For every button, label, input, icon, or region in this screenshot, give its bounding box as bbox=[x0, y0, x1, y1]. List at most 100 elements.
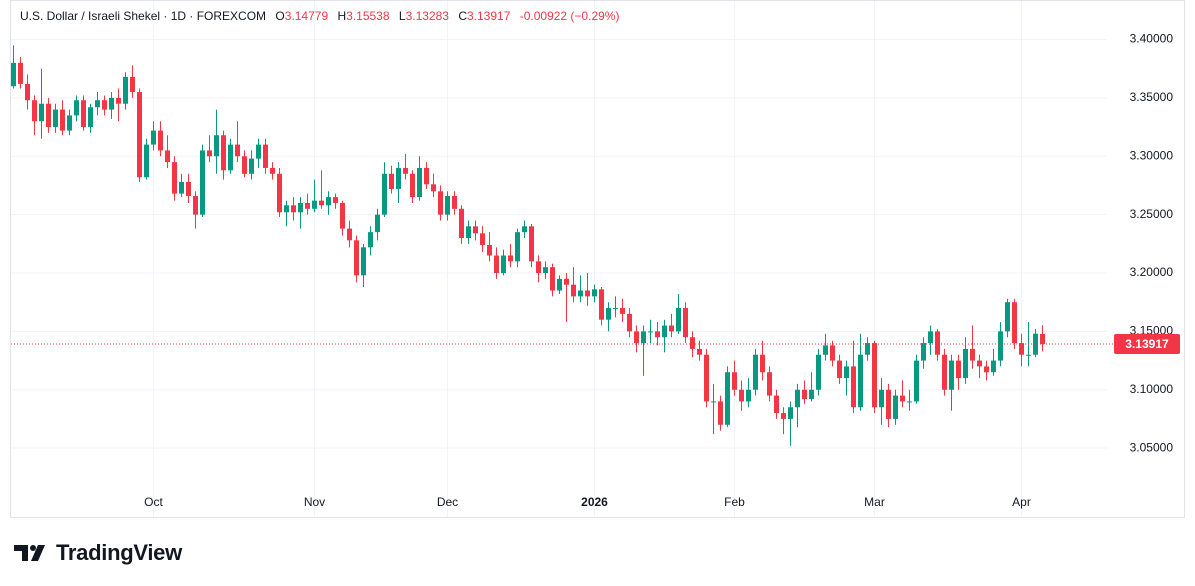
candle-body bbox=[431, 184, 436, 192]
candle-body bbox=[949, 360, 954, 390]
candle-body bbox=[263, 144, 268, 168]
candle-body bbox=[1033, 333, 1038, 355]
candle-body bbox=[179, 181, 184, 194]
candle-body bbox=[753, 354, 758, 390]
candle-body bbox=[396, 167, 401, 189]
candle-body bbox=[634, 331, 639, 344]
candle-body bbox=[543, 267, 548, 274]
candle-body bbox=[151, 130, 156, 145]
candle-body bbox=[214, 135, 219, 157]
candle-body bbox=[186, 181, 191, 196]
candle-body bbox=[732, 372, 737, 390]
x-tick-label: Nov bbox=[304, 495, 325, 509]
candle-body bbox=[627, 313, 632, 332]
candle-body bbox=[536, 261, 541, 274]
candle-body bbox=[67, 115, 72, 131]
candle-body bbox=[256, 144, 261, 159]
candle-body bbox=[1012, 302, 1017, 344]
change-value: -0.00922 (−0.29%) bbox=[519, 9, 620, 23]
candle-body bbox=[487, 244, 492, 256]
candle-body bbox=[473, 226, 478, 234]
candle-body bbox=[375, 214, 380, 233]
candle-body bbox=[88, 107, 93, 128]
candle-body bbox=[704, 354, 709, 402]
close-label: C bbox=[458, 9, 467, 23]
x-tick-label: Apr bbox=[1012, 495, 1031, 509]
candle-body bbox=[165, 150, 170, 163]
candle-body bbox=[893, 395, 898, 419]
candle-body bbox=[746, 389, 751, 402]
candle-body bbox=[354, 240, 359, 276]
candle-body bbox=[284, 205, 289, 213]
candle-body bbox=[417, 167, 422, 198]
candle-body bbox=[620, 308, 625, 314]
candle-body bbox=[1019, 343, 1024, 355]
candle-body bbox=[592, 289, 597, 297]
candle-body bbox=[872, 343, 877, 408]
candle-body bbox=[648, 331, 653, 333]
legend-header: U.S. Dollar / Israeli Shekel · 1D · FORE… bbox=[20, 9, 619, 23]
logo-text: TradingView bbox=[56, 540, 182, 565]
candle-body bbox=[725, 372, 730, 425]
candle-body bbox=[914, 360, 919, 402]
candle-body bbox=[508, 255, 513, 262]
candle-body bbox=[606, 308, 611, 320]
candle-body bbox=[333, 197, 338, 203]
candle-body bbox=[109, 97, 114, 110]
candle-body bbox=[788, 407, 793, 419]
candle-body bbox=[298, 202, 303, 213]
candle-body bbox=[760, 354, 765, 373]
logo: TradingView bbox=[14, 540, 182, 566]
candle-body bbox=[347, 228, 352, 241]
candle-body bbox=[802, 389, 807, 400]
candle-body bbox=[907, 401, 912, 403]
candle-body bbox=[25, 83, 30, 101]
candle-body bbox=[403, 167, 408, 174]
price-label-box bbox=[1114, 334, 1180, 355]
candle-body bbox=[921, 343, 926, 361]
candle-body bbox=[452, 195, 457, 209]
candle-body bbox=[515, 232, 520, 262]
candle-body bbox=[270, 167, 275, 174]
candle-body bbox=[879, 389, 884, 408]
low-label: L bbox=[398, 9, 406, 23]
candle-body bbox=[207, 150, 212, 157]
high-label: H bbox=[337, 9, 347, 23]
candle-body bbox=[851, 366, 856, 408]
candle-body bbox=[382, 173, 387, 215]
candle-body bbox=[221, 135, 226, 171]
x-tick-label: Oct bbox=[144, 495, 163, 509]
candle-body bbox=[53, 109, 58, 128]
candle-body bbox=[963, 348, 968, 379]
candle-body bbox=[501, 255, 506, 274]
candle-body bbox=[942, 354, 947, 390]
candle-body bbox=[739, 389, 744, 402]
candle-body bbox=[389, 173, 394, 189]
candle-body bbox=[480, 233, 485, 245]
candle-body bbox=[676, 308, 681, 332]
candle-body bbox=[865, 343, 870, 355]
candle-body bbox=[662, 325, 667, 338]
candle-body bbox=[970, 348, 975, 361]
candle-body bbox=[774, 395, 779, 414]
candle-body bbox=[529, 226, 534, 262]
candle-body bbox=[424, 167, 429, 185]
open-value: 3.14779 bbox=[284, 9, 329, 23]
price-label: 3.13917 bbox=[1125, 337, 1169, 351]
candle-body bbox=[11, 62, 16, 87]
y-tick-label: 3.20000 bbox=[1130, 265, 1174, 279]
y-tick-label: 3.25000 bbox=[1130, 207, 1174, 221]
candle-body bbox=[837, 360, 842, 379]
y-tick-label: 3.30000 bbox=[1130, 148, 1174, 162]
candle-body bbox=[900, 395, 905, 402]
candle-body bbox=[228, 144, 233, 171]
logo-icon bbox=[14, 545, 45, 561]
candle-body bbox=[242, 156, 247, 174]
candle-body bbox=[144, 144, 149, 178]
candle-body bbox=[410, 173, 415, 198]
candle-body bbox=[340, 202, 345, 229]
candle-body bbox=[137, 92, 142, 178]
candle-body bbox=[116, 97, 121, 104]
